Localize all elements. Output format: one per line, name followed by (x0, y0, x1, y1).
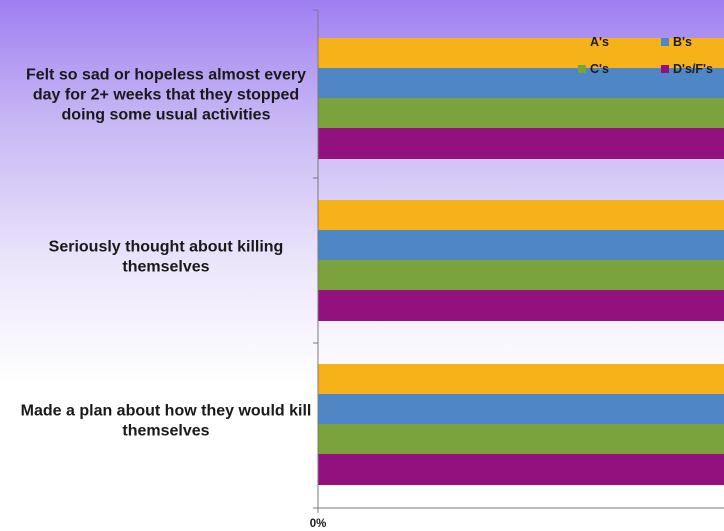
bar (318, 424, 724, 455)
x-tick-label: 0% (310, 518, 327, 530)
legend-swatch (661, 38, 669, 46)
legend-label: C's (590, 62, 609, 76)
bar (318, 68, 724, 99)
bar (318, 230, 724, 261)
legend-label: D's/F's (673, 62, 713, 76)
bar (318, 200, 724, 231)
bar (318, 290, 724, 321)
category-label: themselves (122, 423, 209, 440)
category-label: day for 2+ weeks that they stopped (33, 87, 299, 104)
bar (318, 454, 724, 485)
category-label: Felt so sad or hopeless almost every (26, 67, 306, 84)
bar (318, 394, 724, 425)
category-label: Seriously thought about killing (49, 239, 284, 256)
bar (318, 364, 724, 395)
bar (318, 128, 724, 159)
legend-label: A's (590, 35, 609, 49)
category-label: Made a plan about how they would kill (21, 403, 312, 420)
bar (318, 98, 724, 129)
legend-swatch (661, 65, 669, 73)
legend-swatch (578, 38, 586, 46)
category-label: doing some usual activities (62, 107, 271, 124)
bar (318, 260, 724, 291)
category-label: themselves (122, 259, 209, 276)
legend-label: B's (673, 35, 692, 49)
legend-swatch (578, 65, 586, 73)
bar (318, 38, 724, 69)
